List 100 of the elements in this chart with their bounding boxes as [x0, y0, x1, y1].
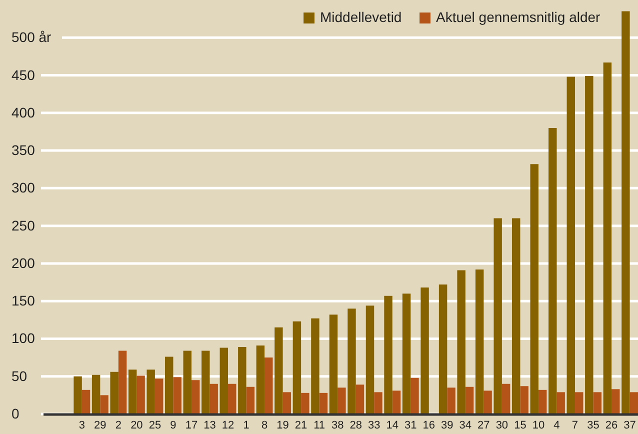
y-tick-label: 100	[12, 330, 36, 346]
bar	[374, 392, 382, 414]
x-tick-label: 2	[115, 420, 122, 432]
x-tick-label: 29	[94, 420, 106, 432]
y-tick-label: 200	[12, 254, 36, 271]
bar	[74, 376, 82, 414]
bar	[82, 390, 90, 414]
x-tick-label: 31	[404, 420, 417, 432]
bar	[593, 392, 602, 414]
x-tick-label: 28	[350, 420, 362, 432]
bar	[100, 395, 108, 414]
x-tick-label: 4	[554, 420, 560, 432]
x-tick-label: 13	[204, 420, 216, 432]
y-tick-label: 250	[12, 217, 36, 234]
bar	[173, 377, 182, 414]
bar	[603, 62, 612, 414]
bar	[457, 270, 466, 414]
bar	[548, 128, 557, 414]
bar	[438, 284, 448, 414]
bar	[512, 218, 520, 414]
bar	[319, 392, 328, 414]
bar	[356, 384, 364, 414]
bar	[136, 376, 145, 414]
x-tick-label: 39	[441, 420, 454, 432]
bar	[338, 388, 346, 414]
bar	[494, 218, 502, 414]
bar	[348, 308, 356, 414]
bar	[256, 346, 265, 414]
bar	[475, 269, 484, 414]
x-tick-label: 12	[222, 420, 234, 432]
bar	[202, 350, 210, 414]
x-tick-label: 30	[496, 420, 508, 432]
bar	[264, 358, 273, 414]
bar	[238, 347, 246, 414]
bar	[410, 378, 419, 414]
bar	[622, 11, 630, 414]
bar	[301, 392, 310, 414]
bar	[183, 350, 192, 414]
bar	[191, 380, 200, 414]
bar	[484, 390, 492, 414]
x-tick-label: 11	[314, 420, 326, 432]
bar	[92, 374, 100, 414]
legend-label: Aktuel gennemsnitlig alder	[436, 9, 601, 25]
y-tick-label: 300	[12, 180, 36, 196]
bar	[556, 392, 565, 414]
bar	[311, 318, 320, 414]
bar	[520, 386, 528, 414]
bar	[630, 392, 638, 414]
x-tick-label: 38	[331, 420, 344, 432]
bar	[246, 386, 254, 414]
bar	[502, 384, 510, 414]
y-tick-label: 0	[12, 406, 20, 422]
y-tick-label: 400	[12, 104, 36, 120]
x-tick-label: 15	[514, 420, 526, 432]
bar	[110, 372, 118, 414]
bar	[282, 392, 292, 414]
bar	[384, 296, 392, 414]
bar	[612, 389, 620, 414]
x-tick-label: 34	[459, 420, 472, 432]
x-tick-label: 7	[572, 420, 578, 432]
x-tick-label: 9	[170, 420, 176, 432]
bar	[392, 390, 401, 414]
x-tick-label: 14	[386, 420, 398, 432]
y-tick-label: 350	[12, 142, 36, 158]
bar	[164, 356, 174, 414]
y-tick-label: 500 år	[12, 29, 52, 46]
bar	[538, 390, 547, 414]
bar	[402, 294, 411, 414]
bar	[447, 388, 456, 414]
bar	[420, 288, 429, 414]
bar	[329, 314, 338, 414]
bar	[228, 384, 236, 414]
bar	[128, 370, 137, 414]
x-tick-label: 26	[605, 420, 618, 432]
x-tick-label: 10	[532, 420, 545, 432]
bar	[530, 164, 538, 414]
x-tick-label: 37	[624, 420, 636, 432]
bar	[210, 384, 218, 414]
x-tick-label: 16	[422, 420, 436, 432]
x-tick-label: 20	[130, 420, 143, 432]
y-tick-label: 50	[12, 368, 28, 384]
x-tick-label: 25	[148, 420, 162, 432]
bar	[566, 76, 575, 414]
x-tick-label: 17	[185, 420, 198, 432]
bar	[154, 378, 164, 414]
bar	[274, 327, 283, 414]
x-tick-label: 8	[261, 420, 268, 432]
bar	[574, 392, 584, 414]
y-tick-label: 150	[12, 292, 36, 309]
x-tick-label: 21	[294, 420, 308, 432]
x-tick-label: 19	[276, 420, 289, 432]
legend-label: Middellevetid	[320, 9, 402, 25]
bar	[146, 370, 155, 414]
x-tick-label: 1	[243, 420, 250, 432]
x-tick-label: 33	[368, 420, 380, 432]
x-tick-label: 3	[78, 420, 85, 432]
x-tick-label: 35	[587, 420, 600, 432]
bar	[220, 348, 228, 414]
bar	[465, 386, 474, 414]
x-tick-label: 27	[478, 420, 490, 432]
